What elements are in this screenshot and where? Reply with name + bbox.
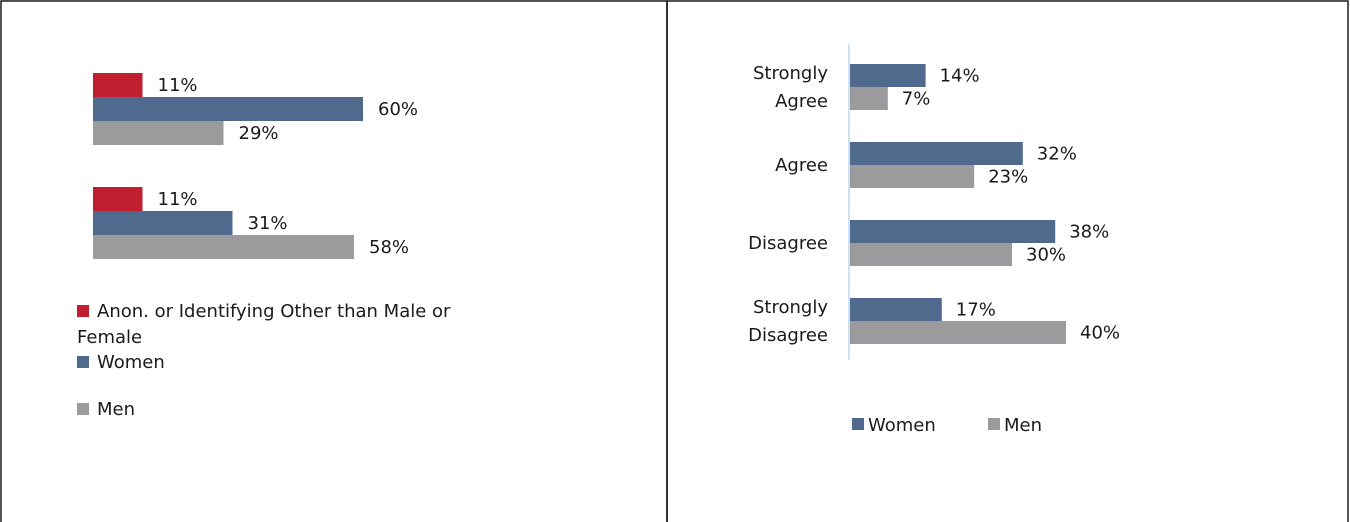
legend-label: Men bbox=[1004, 415, 1042, 436]
data-label: 14% bbox=[940, 66, 980, 87]
data-label: 32% bbox=[1037, 144, 1077, 165]
legend-label: Men bbox=[97, 399, 135, 420]
data-label: 38% bbox=[1069, 222, 1109, 243]
bar-women-1 bbox=[850, 142, 1023, 165]
bar-women-2 bbox=[850, 220, 1056, 243]
legend-label: Anon. or Identifying Other than Male or bbox=[97, 301, 451, 322]
bar-men-group-1 bbox=[93, 121, 224, 145]
bar-men-2 bbox=[850, 243, 1012, 266]
bar-men-0 bbox=[850, 87, 888, 110]
bar-anon-or-identifying-other-than-male-or-female-group-2 bbox=[93, 187, 143, 211]
category-tick-label: Disagree bbox=[748, 325, 828, 346]
bar-anon-or-identifying-other-than-male-or-female-group-1 bbox=[93, 73, 143, 97]
right-chart-frame bbox=[666, 0, 1349, 522]
data-label: 40% bbox=[1080, 323, 1120, 344]
bar-women-group-1 bbox=[93, 97, 363, 121]
data-label: 7% bbox=[902, 89, 931, 110]
legend-label: Women bbox=[97, 352, 165, 373]
left-bar-chart: 11% 11% 60% 31% 29% 58% Anon. or Identifying O… bbox=[77, 73, 451, 420]
data-label: 29% bbox=[239, 123, 279, 144]
category-tick-label: Agree bbox=[775, 155, 828, 176]
category-tick-label: Agree bbox=[775, 91, 828, 112]
legend-swatch-men bbox=[77, 403, 89, 415]
bar-men-1 bbox=[850, 165, 975, 188]
legend-label: Female bbox=[77, 327, 142, 348]
legend-swatch-women bbox=[77, 356, 89, 368]
data-label: 11% bbox=[158, 75, 198, 96]
legend-swatch-men bbox=[988, 418, 1000, 430]
category-tick-label: Strongly bbox=[753, 63, 828, 84]
legend-swatch-anon bbox=[77, 305, 89, 317]
bar-women-group-2 bbox=[93, 211, 233, 235]
data-label: 17% bbox=[956, 300, 996, 321]
data-label: 31% bbox=[248, 213, 288, 234]
bar-women-0 bbox=[850, 64, 926, 87]
legend-label: Women bbox=[868, 415, 936, 436]
category-tick-label: Strongly bbox=[753, 297, 828, 318]
data-label: 23% bbox=[988, 167, 1028, 188]
data-label: 30% bbox=[1026, 245, 1066, 266]
category-tick-label: Disagree bbox=[748, 233, 828, 254]
bar-men-group-2 bbox=[93, 235, 354, 259]
data-label: 60% bbox=[378, 99, 418, 120]
data-label: 58% bbox=[369, 237, 409, 258]
legend-swatch-women bbox=[852, 418, 864, 430]
data-label: 11% bbox=[158, 189, 198, 210]
bar-men-3 bbox=[850, 321, 1066, 344]
bar-women-3 bbox=[850, 298, 942, 321]
right-bar-chart: Strongly Agree Agree Disagree Strongly Disagr… bbox=[748, 44, 1120, 436]
